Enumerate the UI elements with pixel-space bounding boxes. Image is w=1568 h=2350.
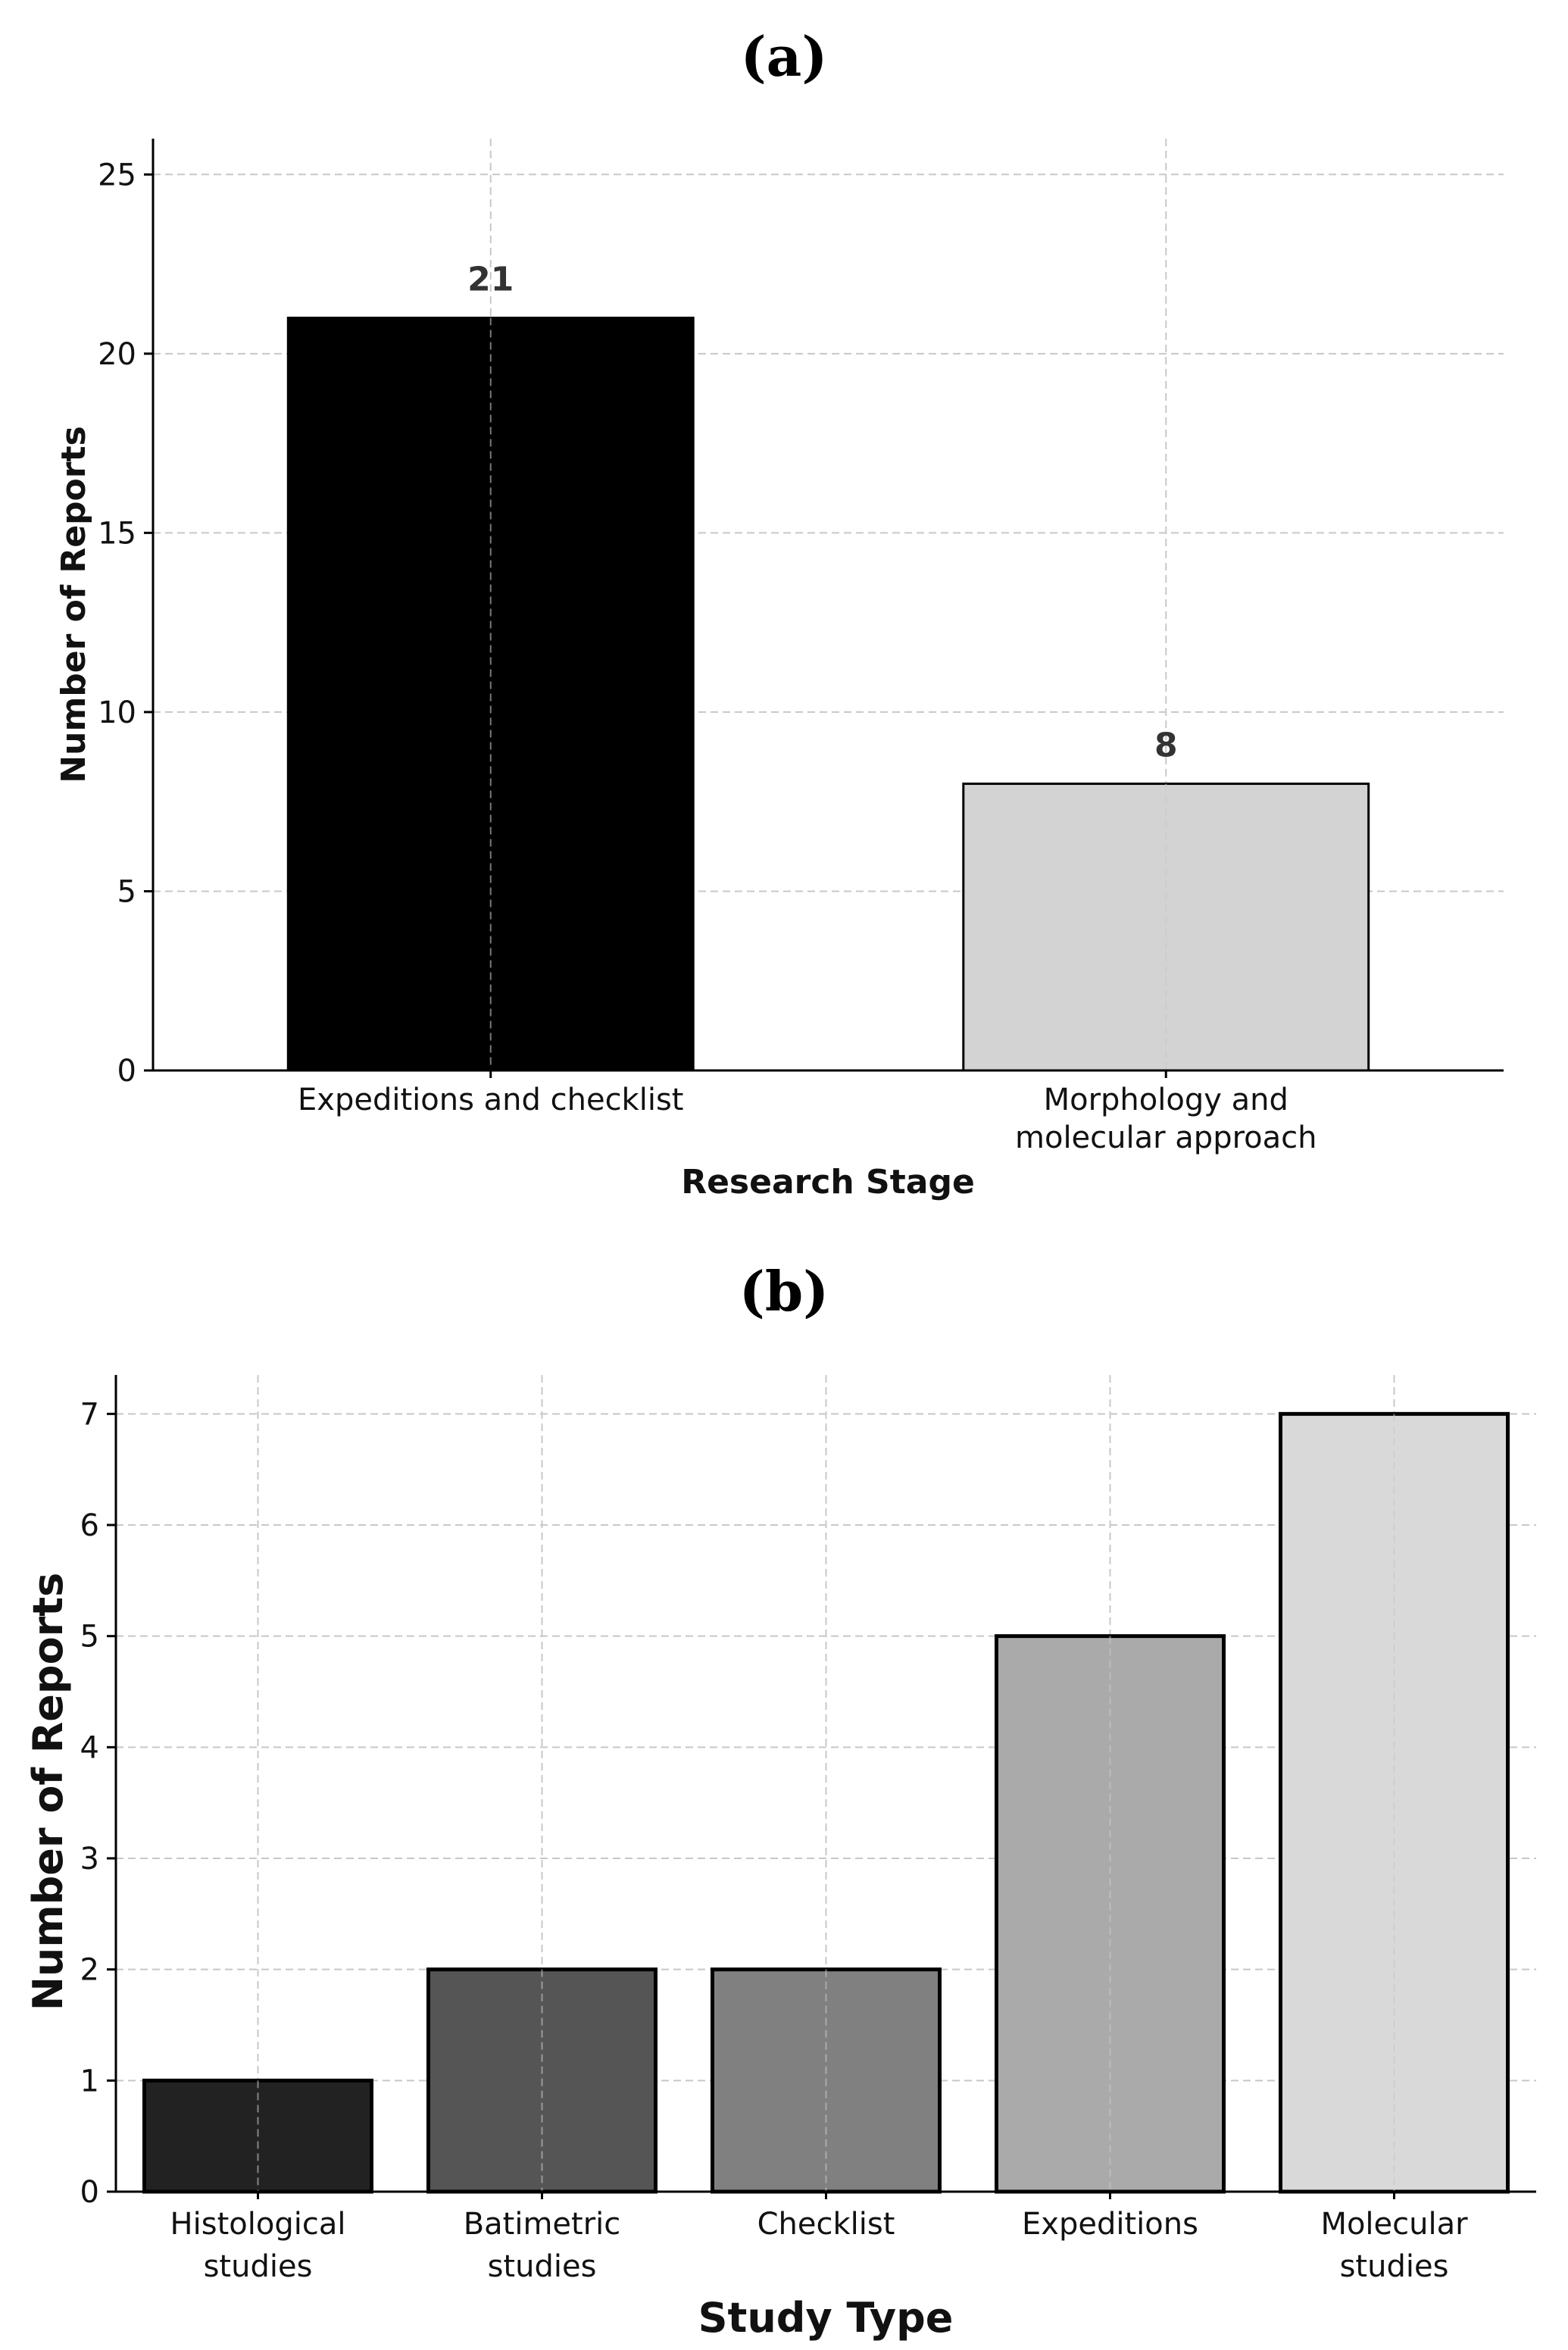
panel-a-data-label: 8 <box>1154 727 1178 765</box>
panel-a-y-tick-label: 20 <box>98 337 136 372</box>
panel-b-x-tick-label: Batimetric <box>464 2207 621 2242</box>
panel-a-y-tick-label: 25 <box>98 158 136 192</box>
panel-a-x-tick-label: molecular approach <box>1015 1120 1317 1155</box>
panel-a-y-ticks: 0 5 10 15 20 25 <box>98 158 153 1089</box>
panel-b-label: (b) <box>739 1259 829 1323</box>
panel-a: (a) 21 8 0 5 10 15 20 25 Expeditions and check… <box>55 24 1504 1202</box>
panel-b-x-ticks: Histological studies Batimetric studies Chec… <box>170 2192 1468 2284</box>
panel-b-y-tick-label: 5 <box>80 1620 99 1655</box>
panel-b-y-tick-label: 6 <box>80 1508 99 1543</box>
panel-a-x-tick-label: Morphology and <box>1044 1083 1288 1117</box>
panel-b-x-tick-label: studies <box>204 2249 313 2284</box>
panel-a-y-axis-title: Number of Reports <box>55 426 93 783</box>
panel-b-y-tick-label: 0 <box>80 2175 99 2210</box>
panel-b-x-tick-label: studies <box>488 2249 597 2284</box>
panel-b-x-tick-label: studies <box>1340 2249 1449 2284</box>
panel-b-x-tick-label: Molecular <box>1320 2207 1468 2242</box>
panel-b-x-tick-label: Histological <box>170 2207 346 2242</box>
panel-b-y-tick-label: 4 <box>80 1730 99 1765</box>
panel-a-label: (a) <box>741 24 828 89</box>
panel-b-y-tick-label: 2 <box>80 1953 99 1988</box>
panel-a-bars: 21 8 <box>286 261 1370 1072</box>
panel-b: (b) 0 1 2 3 4 5 6 7 Histological studies Batimetr… <box>24 1259 1536 2342</box>
panel-b-bar <box>995 1634 1226 2194</box>
panel-a-y-tick-label: 10 <box>98 695 136 730</box>
panel-b-x-axis-title: Study Type <box>698 2294 954 2342</box>
panel-b-y-tick-label: 1 <box>80 2064 99 2098</box>
panel-b-x-tick-label: Checklist <box>757 2207 895 2242</box>
panel-a-y-tick-label: 15 <box>98 516 136 551</box>
panel-b-y-ticks: 0 1 2 3 4 5 6 7 <box>80 1397 116 2210</box>
panel-a-y-tick-label: 5 <box>117 874 136 909</box>
panel-a-data-label: 21 <box>467 261 514 299</box>
panel-b-y-tick-label: 7 <box>80 1397 99 1432</box>
panel-a-x-tick-label: Expeditions and checklist <box>298 1083 683 1117</box>
panel-b-x-tick-label: Expeditions <box>1022 2207 1198 2242</box>
panel-a-x-ticks: Expeditions and checklist Morphology andm… <box>298 1070 1317 1155</box>
panel-b-y-axis-title: Number of Reports <box>24 1573 72 2011</box>
panel-a-x-axis-title: Research Stage <box>681 1163 975 1202</box>
panel-b-bars <box>142 1411 1510 2194</box>
panel-a-y-tick-label: 0 <box>117 1054 136 1089</box>
panel-b-y-tick-label: 3 <box>80 1842 99 1877</box>
